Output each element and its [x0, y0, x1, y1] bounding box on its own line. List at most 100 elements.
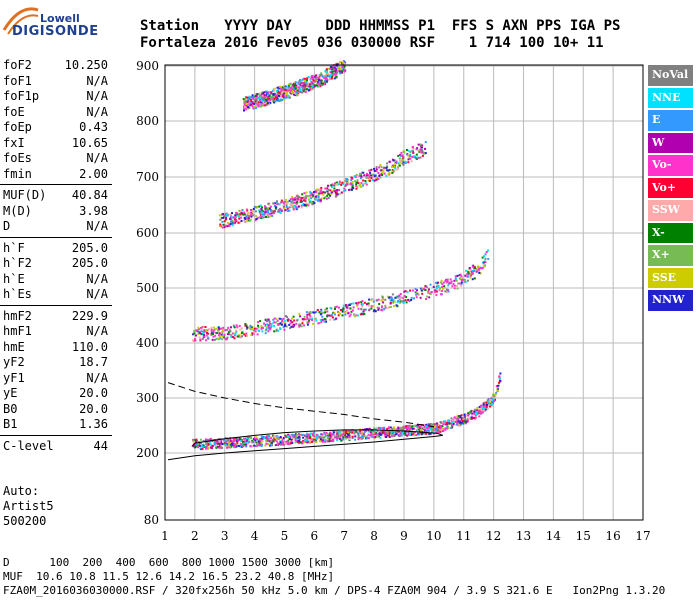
echo-point [368, 175, 371, 178]
echo-point [288, 206, 291, 209]
echo-point [484, 408, 487, 411]
echo-point [323, 83, 326, 85]
echo-point [428, 426, 431, 428]
echo-point [299, 84, 302, 87]
echo-point [268, 103, 271, 106]
echo-point [197, 332, 200, 335]
echo-point [358, 174, 361, 177]
echo-point [405, 425, 408, 428]
echo-point [373, 309, 376, 312]
echo-point [220, 444, 223, 447]
echo-point [428, 433, 431, 436]
echo-point [319, 85, 322, 88]
echo-point [359, 173, 361, 176]
echo-point [316, 309, 319, 311]
echo-point [233, 219, 236, 222]
echo-point [272, 89, 274, 92]
y-tick-label: 800 [136, 114, 159, 128]
param-label: MUF(D) [3, 188, 47, 202]
echo-point [397, 154, 400, 157]
echo-point [327, 67, 330, 70]
echo-point [257, 101, 260, 104]
echo-point [464, 280, 467, 283]
echo-point [311, 74, 314, 77]
echo-point [350, 430, 353, 433]
echo-point [425, 286, 428, 289]
echo-point [416, 156, 419, 159]
echo-point [443, 287, 446, 289]
echo-point [312, 76, 315, 79]
echo-point [270, 440, 273, 443]
echo-point [223, 220, 226, 223]
echo-point [237, 214, 240, 217]
echo-point [255, 218, 258, 220]
echo-point [341, 71, 344, 74]
echo-point [202, 444, 205, 447]
echo-point [392, 159, 395, 162]
echo-point [224, 440, 227, 443]
legend-item-nne: NNE [648, 87, 693, 108]
echo-point [267, 318, 270, 321]
echo-point [268, 212, 271, 215]
echo-point [387, 306, 390, 309]
echo-point [206, 444, 209, 447]
echo-point [410, 296, 413, 299]
echo-point [400, 154, 403, 157]
echo-point [209, 437, 212, 440]
echo-point [318, 311, 321, 314]
echo-point [350, 188, 353, 191]
echo-point [405, 296, 408, 298]
echo-point [212, 335, 215, 338]
echo-point [323, 320, 326, 323]
echo-point [265, 216, 267, 218]
echo-point [252, 441, 255, 444]
echo-point [261, 210, 264, 212]
echo-point [233, 439, 236, 441]
echo-point [299, 434, 302, 437]
echo-point [256, 444, 259, 447]
param-label: hmF2 [3, 308, 32, 323]
echo-point [260, 441, 263, 444]
echo-point [385, 166, 388, 169]
echo-point [390, 428, 393, 431]
echo-point [400, 159, 403, 162]
echo-point [476, 265, 479, 268]
echo-point [293, 323, 296, 326]
echo-point [261, 96, 264, 99]
echo-point [267, 210, 270, 213]
echo-point [373, 175, 376, 178]
echo-point [212, 330, 215, 333]
echo-point [333, 190, 336, 193]
echo-point [267, 91, 270, 94]
echo-point [405, 149, 408, 151]
echo-point [274, 444, 277, 447]
x-tick-label: 9 [400, 529, 408, 543]
echo-point [200, 328, 203, 331]
param-label: h`F2 [3, 256, 32, 270]
echo-point [241, 209, 244, 211]
echo-point [275, 318, 278, 321]
param-value: 10.250 [64, 58, 108, 72]
echo-point [326, 315, 329, 318]
echo-point [300, 85, 303, 88]
echo-point [265, 97, 268, 100]
echo-point [355, 430, 358, 433]
echo-point [370, 174, 373, 177]
echo-point [473, 412, 476, 415]
param-value: 20.0 [79, 401, 108, 416]
echo-point [230, 326, 232, 329]
echo-point [283, 207, 286, 210]
echo-point [317, 196, 320, 198]
echo-point [248, 106, 251, 109]
echo-point [391, 428, 394, 431]
echo-point [193, 332, 196, 335]
chart-axes: 1 2 3 4 5 6 7 8 9 10 11 12 13 14 15 16 17802003004005006… [136, 59, 651, 543]
echo-point [251, 326, 254, 329]
echo-point [465, 418, 468, 421]
echo-point [383, 429, 386, 432]
echo-point [221, 447, 224, 449]
echo-point [386, 295, 389, 298]
echo-point [407, 298, 410, 301]
echo-point [335, 193, 338, 196]
echo-point [450, 417, 453, 420]
